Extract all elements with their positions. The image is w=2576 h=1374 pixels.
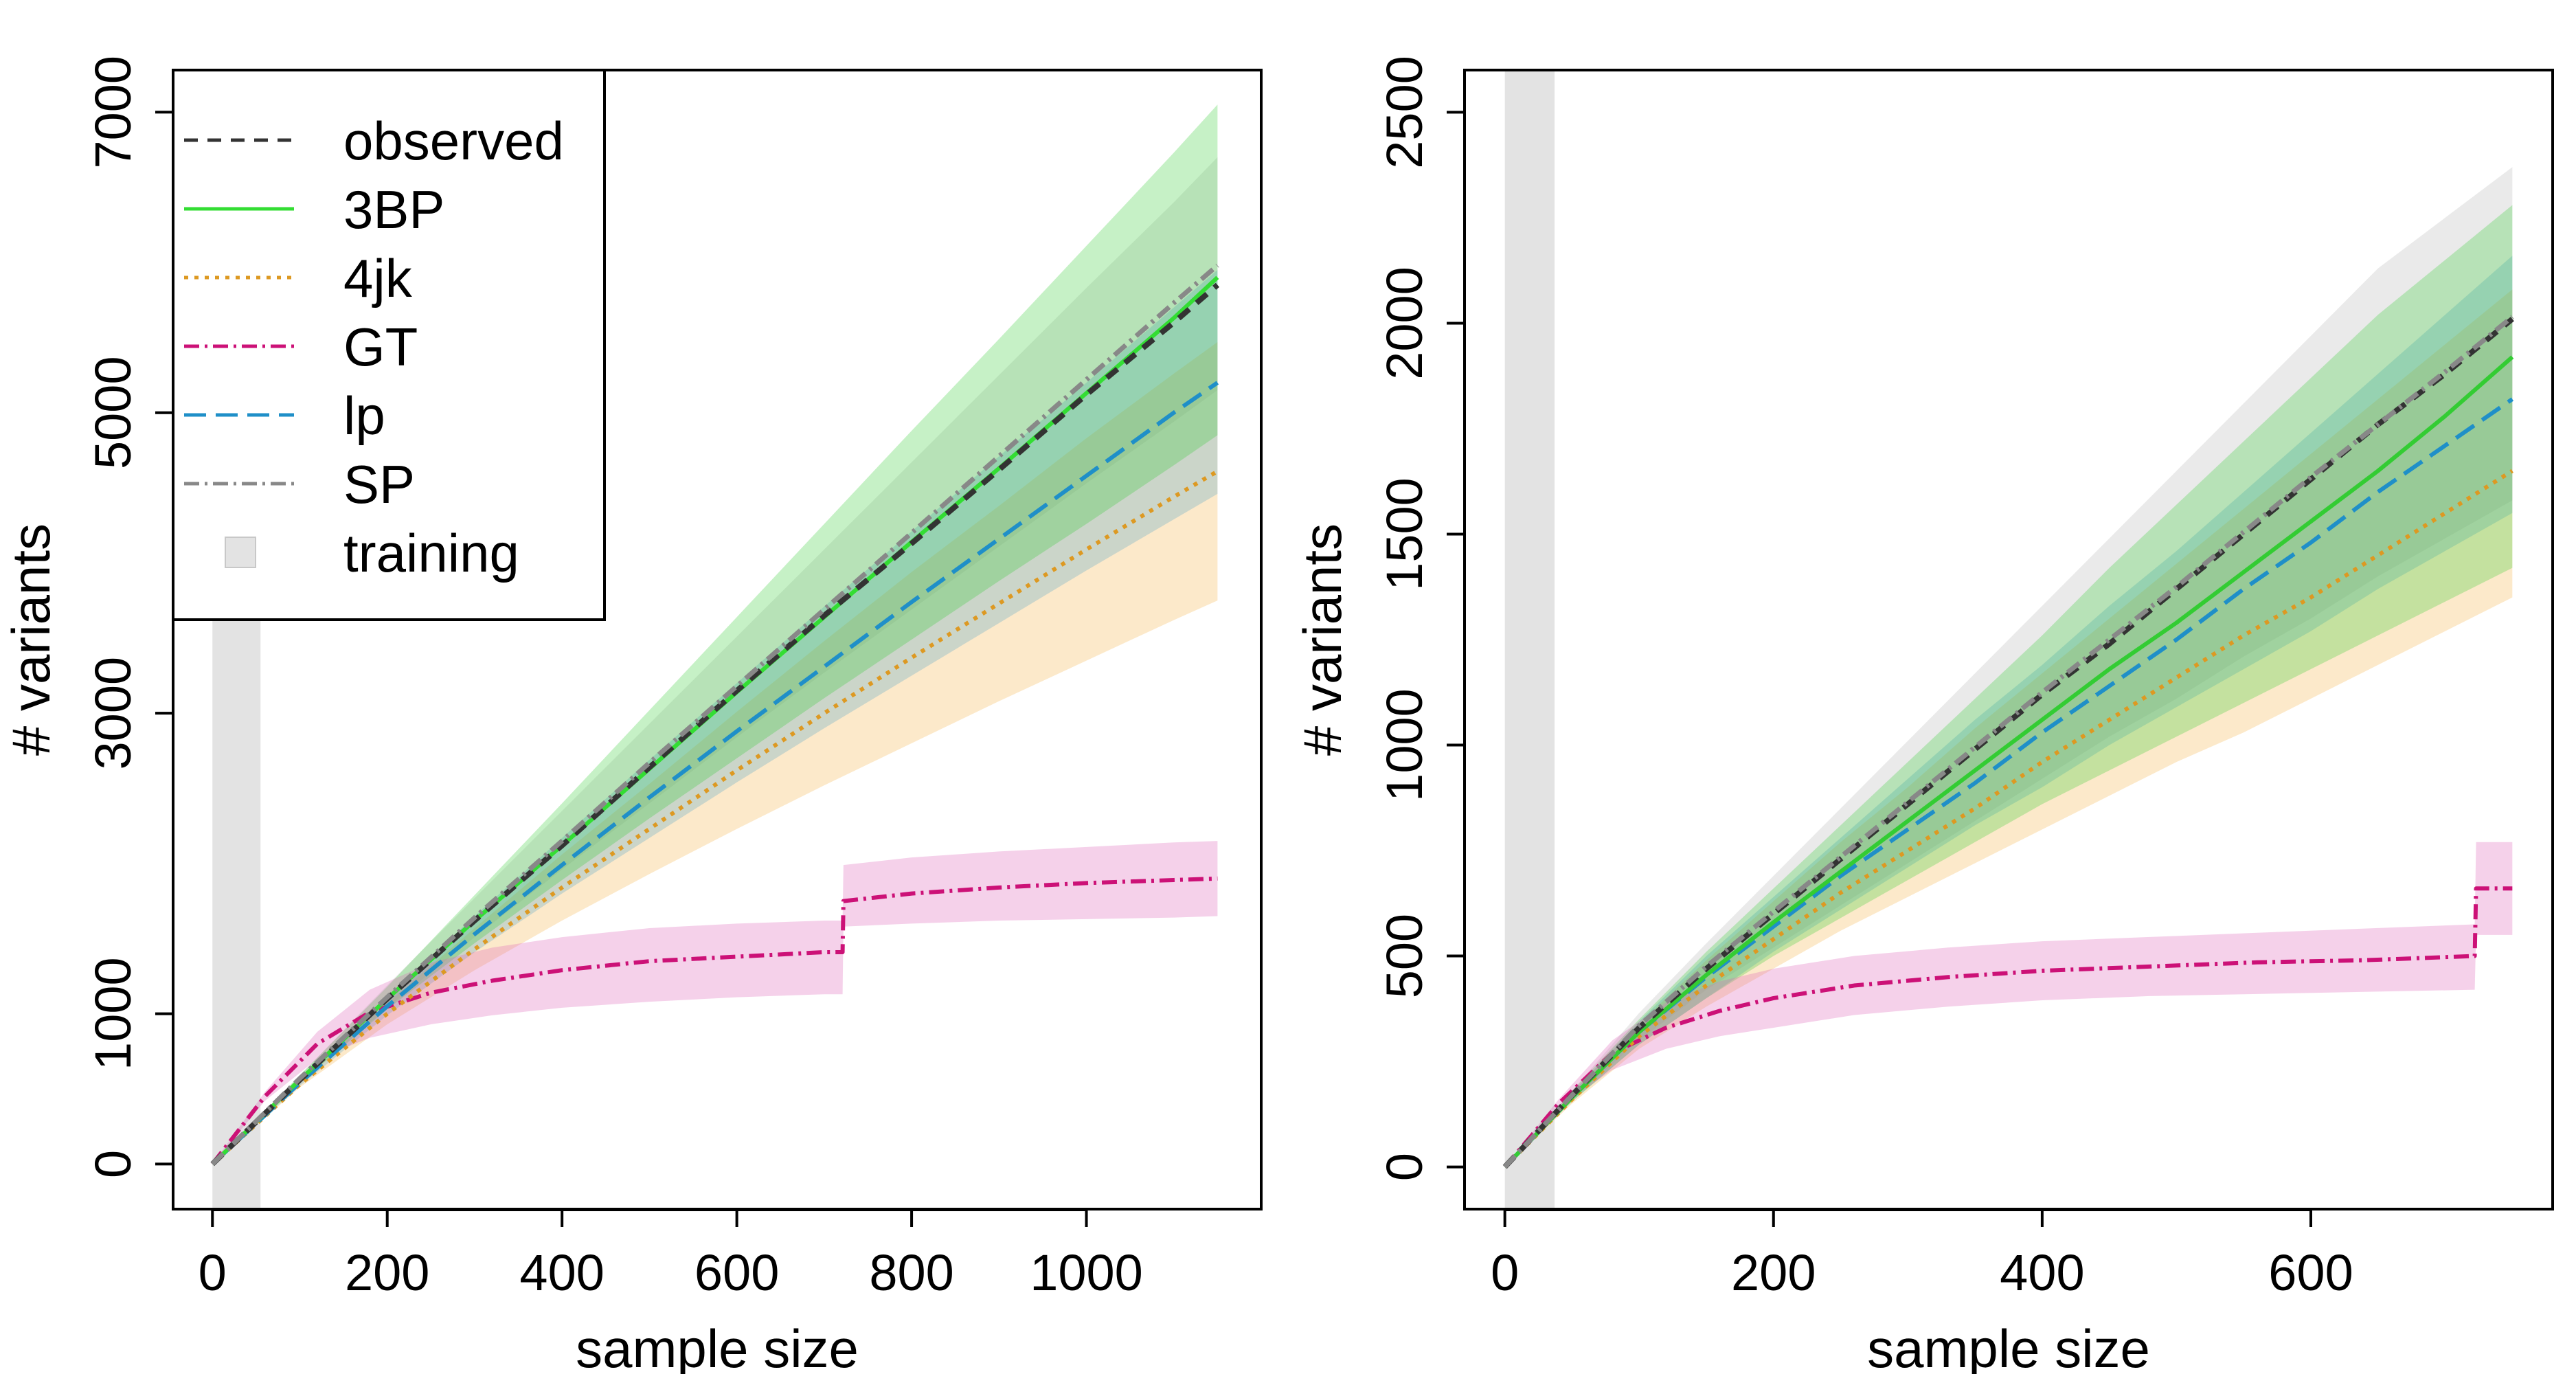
y-tick-label: 2000 <box>1376 267 1433 380</box>
series-4jk-line <box>211 469 1219 1166</box>
band-lp <box>1504 256 2513 1167</box>
y-axis-title: # variants <box>1292 523 1353 756</box>
x-axis-title: sample size <box>576 1318 859 1374</box>
x-tick-label: 200 <box>345 1244 429 1301</box>
x-tick-label: 400 <box>2000 1244 2084 1301</box>
y-tick-label: 7000 <box>84 56 142 169</box>
y-tick-label: 3000 <box>84 657 142 770</box>
series-sp-line <box>210 263 1219 1166</box>
series-sp-line <box>1503 315 2514 1169</box>
legend-label-4jk: 4jk <box>343 248 413 308</box>
legend-label-lp: lp <box>343 385 385 446</box>
y-tick-label: 1000 <box>1376 688 1433 802</box>
series-3bp-line <box>1503 355 2514 1169</box>
x-tick-label: 1000 <box>1030 1244 1143 1301</box>
x-tick-label: 800 <box>869 1244 953 1301</box>
series-4jk-line <box>1503 469 2513 1169</box>
training-region <box>1504 71 1555 1208</box>
x-tick-label: 600 <box>2268 1244 2353 1301</box>
legend-label-gt: GT <box>343 317 418 377</box>
legend-label-sp: SP <box>343 454 415 515</box>
legend-label-3bp: 3BP <box>343 179 444 240</box>
x-tick-label: 0 <box>1491 1244 1519 1301</box>
right-panel: 0 200 400 600 sample size 0 500 1000 1500 2000 250… <box>1292 56 2554 1374</box>
band-gt <box>1504 842 2513 1167</box>
y-tick-label: 1000 <box>84 957 142 1070</box>
x-axis-title: sample size <box>1867 1318 2150 1374</box>
y-axis-title: # variants <box>1 523 61 756</box>
band-gt <box>212 841 1218 1164</box>
legend-label-training: training <box>343 523 519 583</box>
legend-label-observed: observed <box>343 111 564 171</box>
x-tick-label: 400 <box>519 1244 604 1301</box>
y-tick-label: 500 <box>1376 914 1433 998</box>
band-4jk <box>212 341 1218 1164</box>
x-tick-label: 600 <box>694 1244 779 1301</box>
x-tick-label: 200 <box>1731 1244 1816 1301</box>
legend: observed 3BP 4jk GT lp SP training <box>172 69 606 621</box>
legend-key-training <box>225 537 256 568</box>
y-tick-label: 0 <box>84 1150 142 1178</box>
series-lp-line <box>211 381 1219 1166</box>
x-tick-label: 0 <box>199 1244 227 1301</box>
band-sp <box>1504 167 2513 1167</box>
band-sp <box>212 157 1218 1164</box>
y-tick-label: 1500 <box>1376 477 1433 591</box>
y-tick-label: 5000 <box>84 356 142 469</box>
y-tick-label: 0 <box>1376 1153 1433 1181</box>
series-gt-line <box>210 876 1218 1166</box>
band-4jk <box>1504 289 2513 1167</box>
left-panel: 0 200 400 600 800 1000 sample size 0 1000 3000 500… <box>1 56 1263 1374</box>
y-tick-label: 2500 <box>1376 56 1433 169</box>
